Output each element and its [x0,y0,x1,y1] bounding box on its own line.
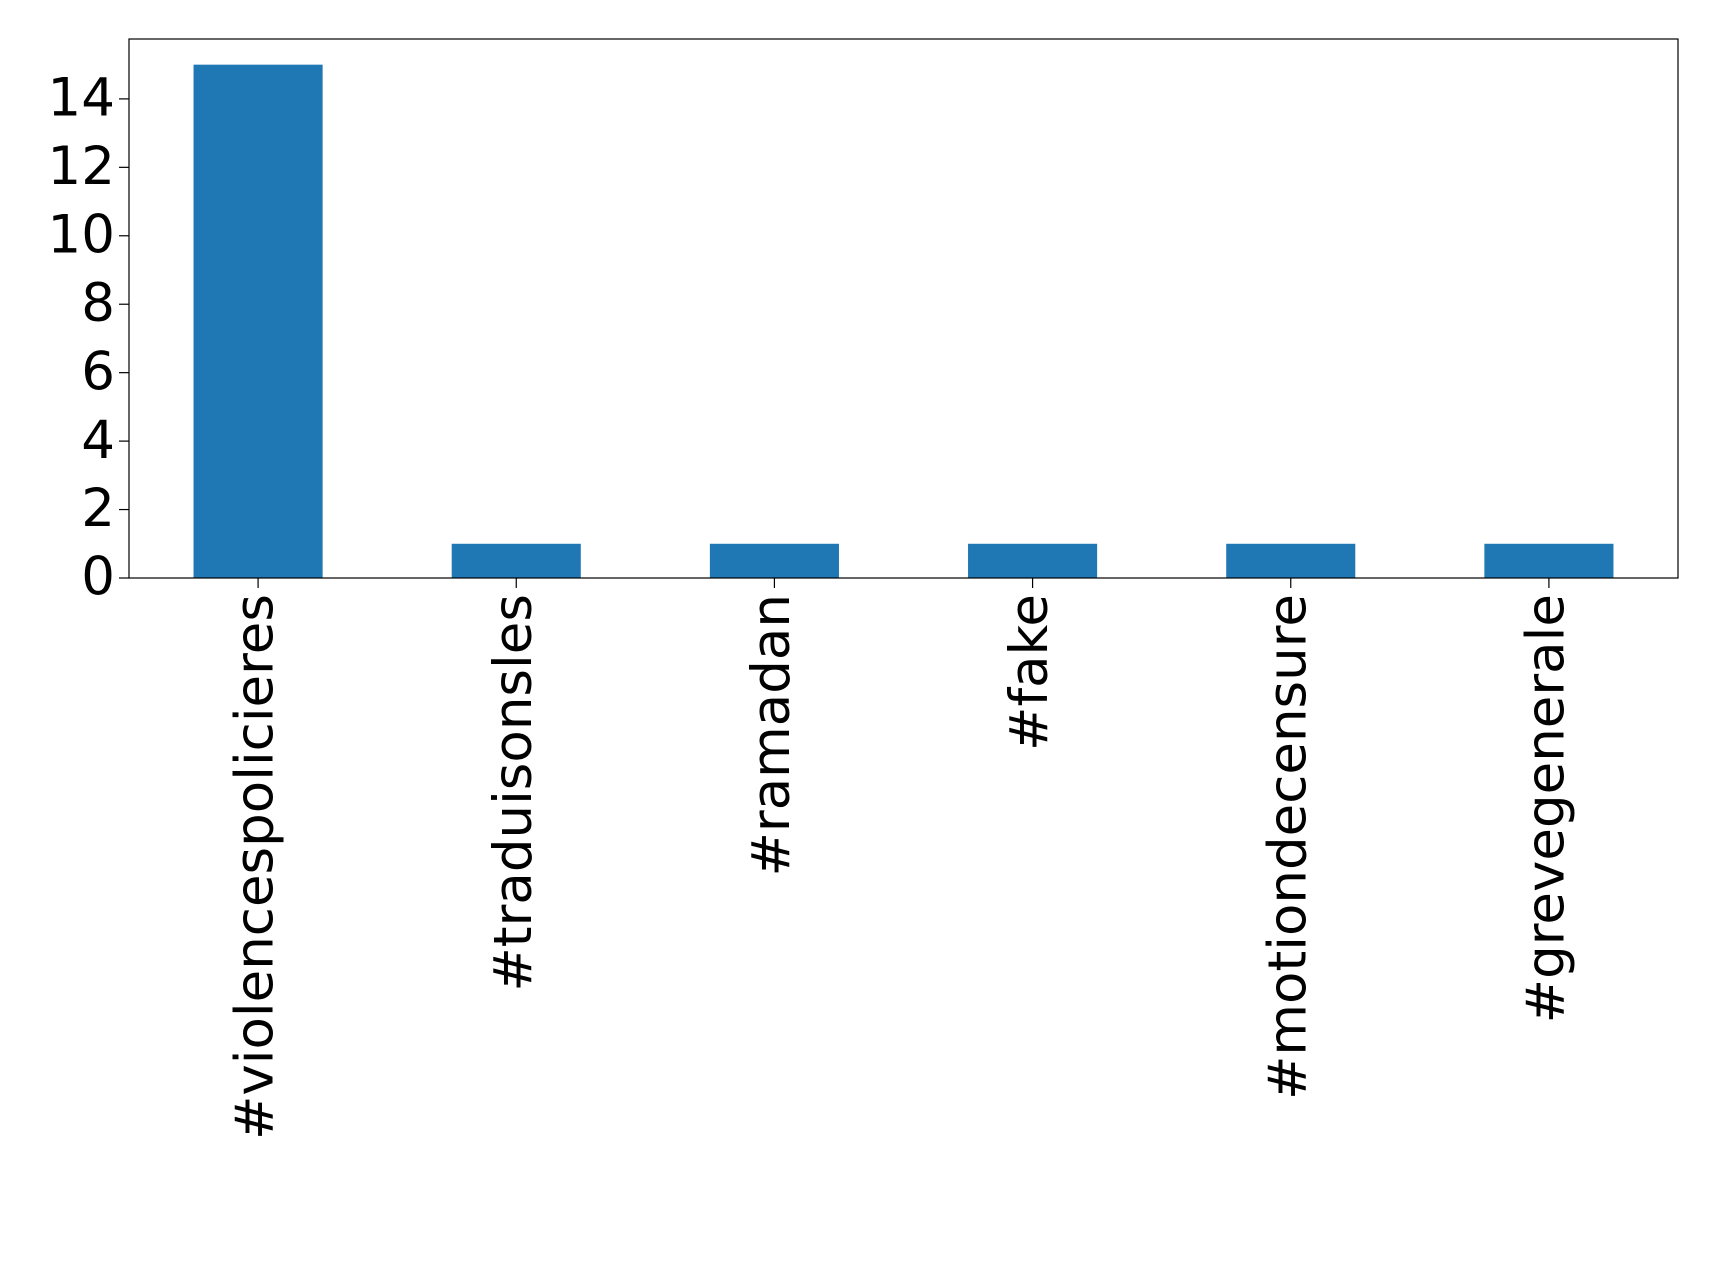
y-tick-label: 2 [81,478,115,539]
x-tick-label: #grevegenerale [1516,594,1577,1023]
x-tick-label: #fake [999,594,1060,751]
plot-frame [128,38,1679,579]
y-tick-label: 0 [81,547,115,608]
y-tick-label: 8 [81,273,115,334]
bar [709,543,839,578]
bar [968,543,1098,578]
y-tick-label: 14 [48,68,115,129]
y-tick-label: 4 [81,410,115,471]
bar [1226,543,1356,578]
y-tick-label: 12 [48,136,115,197]
x-tick-label: #traduisonsles [483,594,544,992]
x-tick-label: #violencespolicieres [225,594,286,1140]
bar [451,543,581,578]
y-tick-label: 10 [48,204,115,265]
bar [1484,543,1614,578]
bar [193,64,323,578]
y-tick-label: 6 [81,341,115,402]
x-tick-label: #motiondecensure [1257,594,1318,1100]
x-tick-label: #ramadan [741,594,802,877]
